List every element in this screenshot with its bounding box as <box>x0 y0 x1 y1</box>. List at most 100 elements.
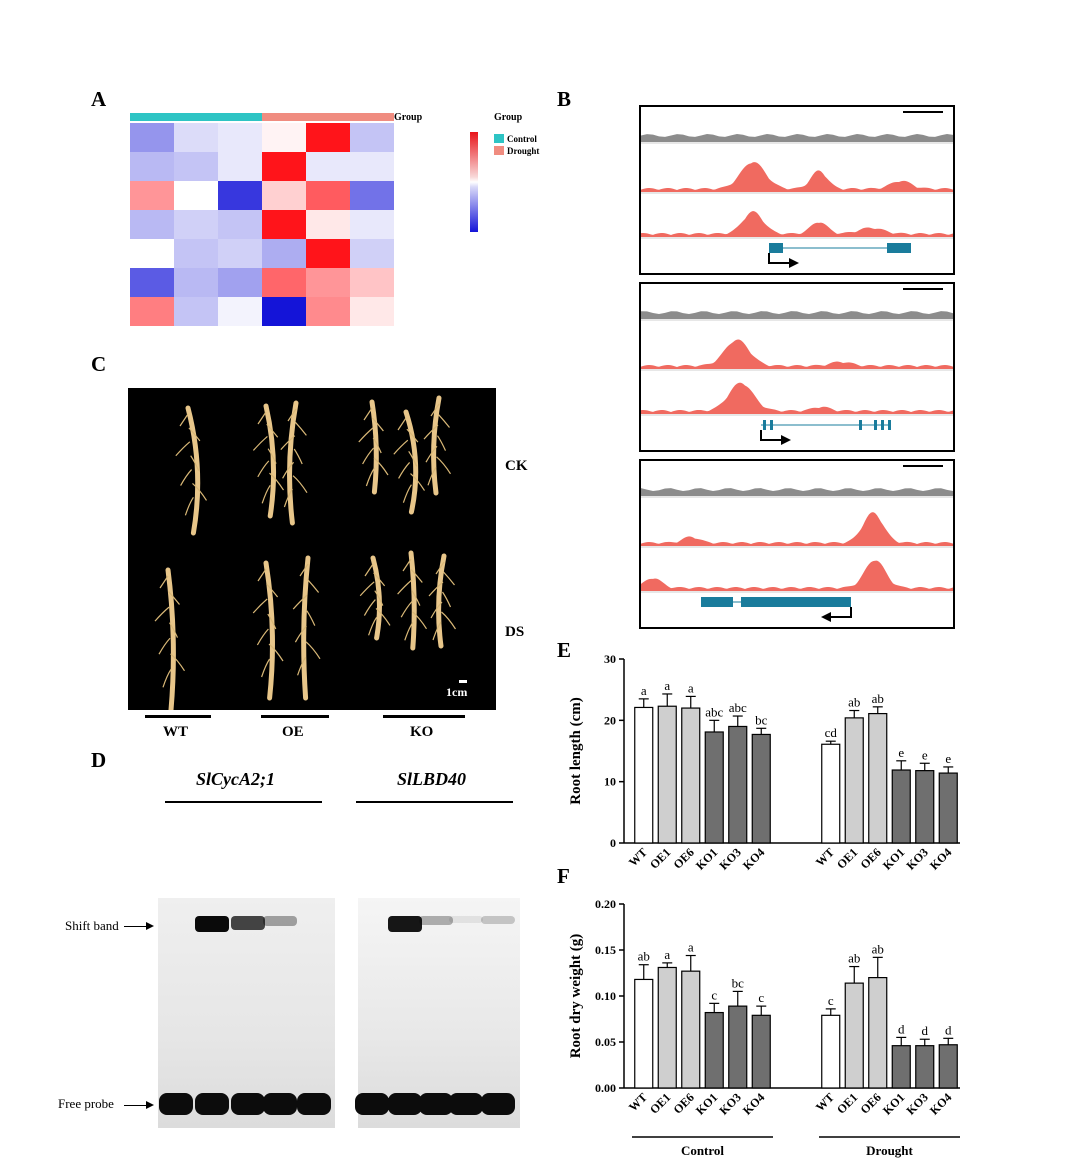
y-tick-label: 0.20 <box>595 897 616 911</box>
x-tick-label: KO3 <box>904 1090 931 1117</box>
root-main <box>165 567 176 713</box>
x-tick-label: KO1 <box>693 845 720 872</box>
gene-exon <box>741 597 851 607</box>
y-tick-label: 10 <box>604 775 616 789</box>
emsa-gene-1: SlCycA2;1 <box>196 769 275 789</box>
root-lateral <box>280 435 296 451</box>
root-lateral <box>410 473 426 491</box>
bar <box>751 1014 771 1089</box>
rep1-signal <box>641 512 953 546</box>
root-lateral <box>159 575 169 589</box>
tss-arrow <box>768 253 791 264</box>
condition-label-ck: CK <box>505 458 528 474</box>
heatmap-cell <box>130 152 174 181</box>
emsa-gel-2 <box>358 898 520 1128</box>
shift-band <box>263 916 297 926</box>
significance-letter: c <box>828 993 834 1008</box>
group-underline-oe <box>261 715 329 718</box>
free-probe-label: Free probe <box>58 1096 114 1111</box>
significance-letter: cd <box>825 725 838 740</box>
heatmap-cell <box>262 268 306 297</box>
bar <box>704 1011 724 1089</box>
heatmap-cell <box>174 297 218 326</box>
root-lateral <box>406 428 419 443</box>
root-lateral <box>371 417 384 432</box>
heatmap-cell <box>174 152 218 181</box>
root-phenotype-photo: 1cm <box>128 388 496 713</box>
heatmap-group-header: Group <box>394 112 423 123</box>
heatmap-cell <box>218 297 262 326</box>
x-tick-label: WT <box>813 845 837 869</box>
root-lateral <box>398 462 411 479</box>
bar <box>634 978 654 1089</box>
root-specimen <box>252 560 284 701</box>
heatmap-cell <box>130 239 174 268</box>
root-lateral <box>256 628 269 646</box>
x-tick-label: OE1 <box>834 845 860 871</box>
root-lateral <box>423 424 439 440</box>
tss-arrowhead <box>789 258 799 268</box>
root-lateral <box>358 427 374 443</box>
free-probe-band <box>355 1093 389 1115</box>
root-lateral <box>437 435 447 451</box>
root-lateral <box>192 482 208 501</box>
shift-band <box>231 916 265 930</box>
tss-arrow <box>829 607 852 618</box>
root-lateral <box>373 572 386 587</box>
free-probe-arrow <box>124 1105 148 1106</box>
root-lateral <box>438 414 450 428</box>
bar <box>728 1005 748 1089</box>
emsa-gel-1 <box>158 898 335 1128</box>
bar <box>891 769 911 844</box>
panel-label-d: D <box>91 748 107 772</box>
heatmap-cell <box>306 239 350 268</box>
root-lateral <box>266 583 279 598</box>
x-tick-label: KO4 <box>927 1090 954 1117</box>
group-bar-cell <box>174 113 218 121</box>
rep2-signal <box>641 382 953 414</box>
root-specimen <box>397 550 428 651</box>
root-lateral <box>397 579 412 595</box>
group-label-oe: OE <box>282 724 304 740</box>
heatmap-cell <box>218 123 262 152</box>
significance-letter: d <box>898 1021 905 1036</box>
root-lateral <box>397 417 407 431</box>
scale-bar <box>459 680 467 683</box>
significance-letter: a <box>688 680 694 695</box>
heatmap-cell <box>350 268 394 297</box>
significance-letter: a <box>664 947 670 962</box>
tss-arrowhead <box>781 435 791 445</box>
chip-track-box <box>639 282 955 452</box>
heatmap-cell <box>262 123 306 152</box>
free-probe-band <box>419 1093 453 1115</box>
bar <box>868 712 888 844</box>
heatmap-cell <box>174 239 218 268</box>
group-bar-cell <box>350 113 394 121</box>
legend-label-control: Control <box>507 134 537 144</box>
x-tick-label: OE6 <box>857 845 883 871</box>
input-signal <box>641 488 953 496</box>
legend-swatch-control <box>494 134 504 143</box>
root-lateral <box>375 607 391 626</box>
root-main <box>408 550 417 651</box>
root-lateral <box>269 472 285 491</box>
shift-band <box>481 916 515 924</box>
bar <box>844 717 864 844</box>
track-svg <box>641 111 953 268</box>
rep1-signal <box>641 162 953 192</box>
root-lateral <box>363 599 376 616</box>
panel-label-f: F <box>557 864 570 888</box>
gene-exon <box>701 597 733 607</box>
root-specimen <box>393 409 426 515</box>
root-lateral <box>441 611 457 630</box>
root-lateral <box>179 413 189 427</box>
root-lateral <box>294 421 307 436</box>
bar <box>634 706 654 844</box>
root-lateral <box>190 455 200 471</box>
group-underline-wt <box>145 715 211 718</box>
x-tick-label: KO4 <box>740 845 767 872</box>
x-tick-label: KO3 <box>717 845 744 872</box>
heatmap-cell <box>130 123 174 152</box>
group-label-ko: KO <box>410 724 434 740</box>
tss-arrow <box>760 430 783 441</box>
